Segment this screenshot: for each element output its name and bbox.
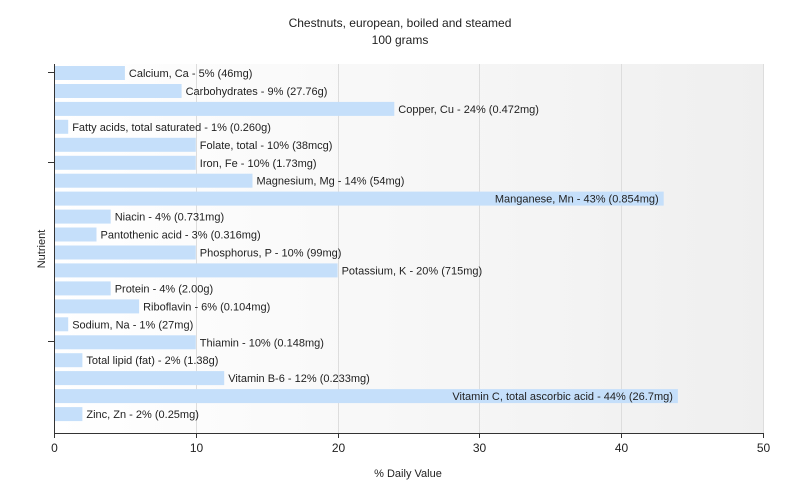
bar-label: Zinc, Zn - 2% (0.25mg) bbox=[86, 409, 198, 421]
bar bbox=[55, 371, 225, 386]
bar bbox=[55, 101, 395, 116]
bar bbox=[55, 299, 140, 314]
bar-label: Sodium, Na - 1% (27mg) bbox=[72, 319, 193, 331]
bars bbox=[55, 66, 678, 422]
x-tick-label: 10 bbox=[190, 441, 204, 455]
bar-label: Niacin - 4% (0.731mg) bbox=[115, 212, 224, 224]
bar-label: Pantothenic acid - 3% (0.316mg) bbox=[101, 230, 261, 242]
bar-label: Magnesium, Mg - 14% (54mg) bbox=[257, 176, 405, 188]
bar bbox=[55, 335, 196, 350]
bar bbox=[55, 263, 338, 278]
x-axis-label: % Daily Value bbox=[374, 468, 442, 480]
axes bbox=[48, 64, 764, 434]
chart-subtitle: 100 grams bbox=[372, 33, 429, 47]
bar bbox=[55, 353, 83, 368]
bar-label: Potassium, K - 20% (715mg) bbox=[342, 265, 483, 277]
bar bbox=[55, 227, 97, 242]
bar-label: Thiamin - 10% (0.148mg) bbox=[200, 337, 324, 349]
x-tick-label: 20 bbox=[332, 441, 346, 455]
bar-label: Fatty acids, total saturated - 1% (0.260… bbox=[72, 122, 271, 134]
bar bbox=[55, 66, 125, 80]
bar-label: Riboflavin - 6% (0.104mg) bbox=[143, 301, 270, 313]
bar-label: Total lipid (fat) - 2% (1.38g) bbox=[86, 355, 218, 367]
bar bbox=[55, 281, 111, 296]
bar-label: Phosphorus, P - 10% (99mg) bbox=[200, 248, 342, 260]
bar bbox=[55, 173, 253, 188]
bar-label: Folate, total - 10% (38mcg) bbox=[200, 140, 333, 152]
bar bbox=[55, 137, 196, 152]
bar-label: Carbohydrates - 9% (27.76g) bbox=[186, 86, 328, 98]
x-tick-label: 40 bbox=[615, 441, 629, 455]
bar bbox=[55, 389, 678, 404]
x-ticks: 0 10 20 30 40 50 bbox=[51, 433, 770, 455]
bar-label: Vitamin C, total ascorbic acid - 44% (26… bbox=[452, 391, 673, 403]
y-axis-label: Nutrient bbox=[36, 230, 48, 269]
bar-label: Manganese, Mn - 43% (0.854mg) bbox=[495, 194, 659, 206]
bar bbox=[55, 155, 196, 170]
bar bbox=[55, 407, 83, 422]
bar bbox=[55, 317, 69, 332]
bar-label: Calcium, Ca - 5% (46mg) bbox=[129, 68, 252, 80]
bar bbox=[55, 245, 196, 260]
bar-label: Iron, Fe - 10% (1.73mg) bbox=[200, 158, 317, 170]
bar bbox=[55, 209, 111, 224]
x-tick-label: 50 bbox=[757, 441, 771, 455]
x-tick-label: 0 bbox=[51, 441, 58, 455]
bar bbox=[55, 191, 664, 206]
bar-label: Protein - 4% (2.00g) bbox=[115, 283, 213, 295]
chart-title: Chestnuts, european, boiled and steamed bbox=[289, 16, 512, 30]
bar bbox=[55, 84, 182, 98]
x-tick-label: 30 bbox=[473, 441, 487, 455]
bar-label: Vitamin B-6 - 12% (0.233mg) bbox=[228, 373, 370, 385]
bar-labels: Calcium, Ca - 5% (46mg) Carbohydrates - 9… bbox=[72, 68, 673, 421]
bar bbox=[55, 119, 69, 134]
bar-label: Copper, Cu - 24% (0.472mg) bbox=[398, 104, 539, 116]
